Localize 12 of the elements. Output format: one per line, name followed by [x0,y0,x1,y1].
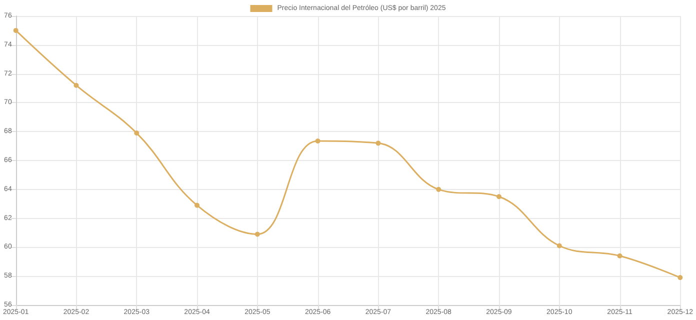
point [74,82,79,88]
point [254,232,260,237]
point [436,186,442,192]
point [617,253,622,258]
point [194,202,200,208]
point [496,194,502,200]
point [315,138,320,144]
point [13,28,18,33]
point [556,243,562,248]
point [376,140,381,146]
point [134,130,140,136]
point [678,275,683,280]
